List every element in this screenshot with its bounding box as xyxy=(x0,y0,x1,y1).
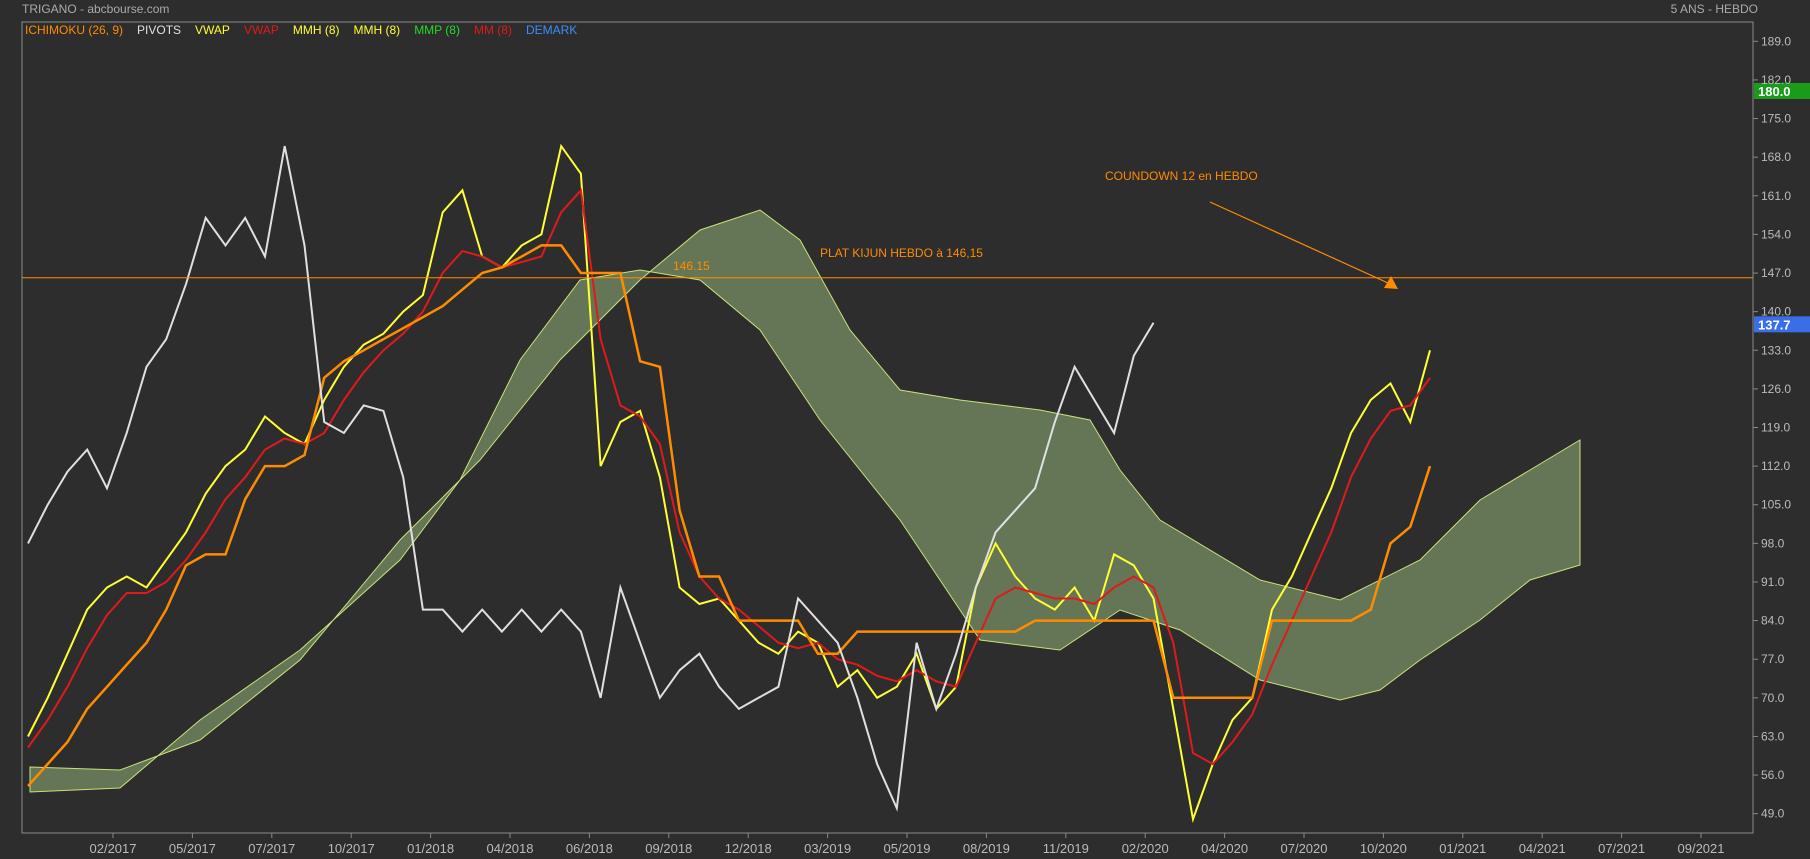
x-tick-label: 09/2018 xyxy=(645,841,692,856)
cloud-area xyxy=(29,209,1581,793)
x-tick-label: 07/2017 xyxy=(248,841,295,856)
legend-item[interactable]: VWAP xyxy=(195,23,230,37)
x-tick-label: 02/2017 xyxy=(90,841,137,856)
y-tick-label: 168.0 xyxy=(1761,150,1791,164)
x-tick-label: 11/2019 xyxy=(1043,841,1089,856)
y-tick-label: 91.0 xyxy=(1761,575,1785,589)
y-tick-label: 77.0 xyxy=(1761,652,1785,666)
legend-item[interactable]: DEMARK xyxy=(525,23,578,37)
countdown-annotation: COUNDOWN 12 en HEBDO xyxy=(1105,169,1258,183)
legend-item[interactable]: ICHIMOKU (26, 9) xyxy=(25,23,124,37)
series-line xyxy=(27,145,1155,812)
y-tick-label: 63.0 xyxy=(1761,729,1785,743)
x-tick-label: 04/2020 xyxy=(1201,841,1248,856)
legend-item[interactable]: VWAP xyxy=(243,23,279,37)
x-tick-label: 12/2018 xyxy=(725,841,772,856)
x-tick-label: 02/2020 xyxy=(1122,841,1169,856)
series-line xyxy=(27,244,1432,787)
y-tick-label: 49.0 xyxy=(1761,807,1785,821)
x-tick-label: 04/2018 xyxy=(487,841,534,856)
x-tick-label: 04/2021 xyxy=(1519,841,1566,856)
y-tick-label: 147.0 xyxy=(1761,266,1791,280)
price-tag-label: 180.0 xyxy=(1758,84,1791,99)
y-tick-label: 84.0 xyxy=(1761,614,1785,628)
x-tick-label: 07/2020 xyxy=(1281,841,1328,856)
x-tick-label: 06/2018 xyxy=(566,841,613,856)
series-line xyxy=(27,143,1431,824)
y-tick-label: 182.0 xyxy=(1761,73,1791,87)
x-tick-label: 10/2020 xyxy=(1360,841,1407,856)
price-tag xyxy=(1754,316,1810,333)
y-tick-label: 175.0 xyxy=(1761,112,1791,126)
y-tick-label: 133.0 xyxy=(1761,343,1791,357)
countdown-arrowhead xyxy=(1384,276,1398,289)
chart-title: TRIGANO - abcbourse.com xyxy=(22,2,170,16)
y-tick-label: 126.0 xyxy=(1761,382,1791,396)
y-tick-label: 56.0 xyxy=(1761,768,1785,782)
kijun-annotation: PLAT KIJUN HEBDO à 146,15 xyxy=(820,246,983,260)
y-tick-label: 112.0 xyxy=(1761,459,1790,473)
legend-item[interactable]: MM (8) xyxy=(473,23,512,37)
indicator-legend: ICHIMOKU (26, 9) PIVOTS VWAP VWAP MMH (8) MMH… xyxy=(25,23,591,37)
legend-item[interactable]: MMP (8) xyxy=(414,23,460,37)
y-tick-label: 140.0 xyxy=(1761,305,1791,319)
legend-item[interactable]: MMH (8) xyxy=(353,23,401,37)
y-tick-label: 189.0 xyxy=(1761,34,1791,48)
period-label: 5 ANS - HEBDO xyxy=(1670,2,1758,16)
x-tick-label: 07/2021 xyxy=(1598,841,1645,856)
x-tick-label: 05/2019 xyxy=(884,841,931,856)
x-tick-label: 03/2019 xyxy=(804,841,851,856)
x-tick-label: 09/2021 xyxy=(1678,841,1725,856)
x-tick-label: 01/2018 xyxy=(407,841,454,856)
y-tick-label: 161.0 xyxy=(1761,189,1791,203)
y-tick-label: 154.0 xyxy=(1761,227,1791,241)
y-tick-label: 119.0 xyxy=(1761,421,1790,435)
y-tick-label: 105.0 xyxy=(1761,498,1791,512)
kijun-value-annotation: 146.15 xyxy=(673,259,710,273)
y-tick-label: 98.0 xyxy=(1761,536,1785,550)
x-tick-label: 01/2021 xyxy=(1439,841,1486,856)
countdown-arrow xyxy=(1209,201,1389,284)
y-tick-label: 70.0 xyxy=(1761,691,1785,705)
x-tick-label: 05/2017 xyxy=(169,841,216,856)
price-tag-label: 137.7 xyxy=(1758,317,1791,332)
ichimoku-cloud xyxy=(29,209,1581,793)
legend-item[interactable]: PIVOTS xyxy=(137,23,182,37)
series-line xyxy=(27,188,1431,766)
x-tick-label: 10/2017 xyxy=(328,841,375,856)
price-tag xyxy=(1754,82,1810,99)
legend-item[interactable]: MMH (8) xyxy=(292,23,340,37)
x-tick-label: 08/2019 xyxy=(963,841,1010,856)
